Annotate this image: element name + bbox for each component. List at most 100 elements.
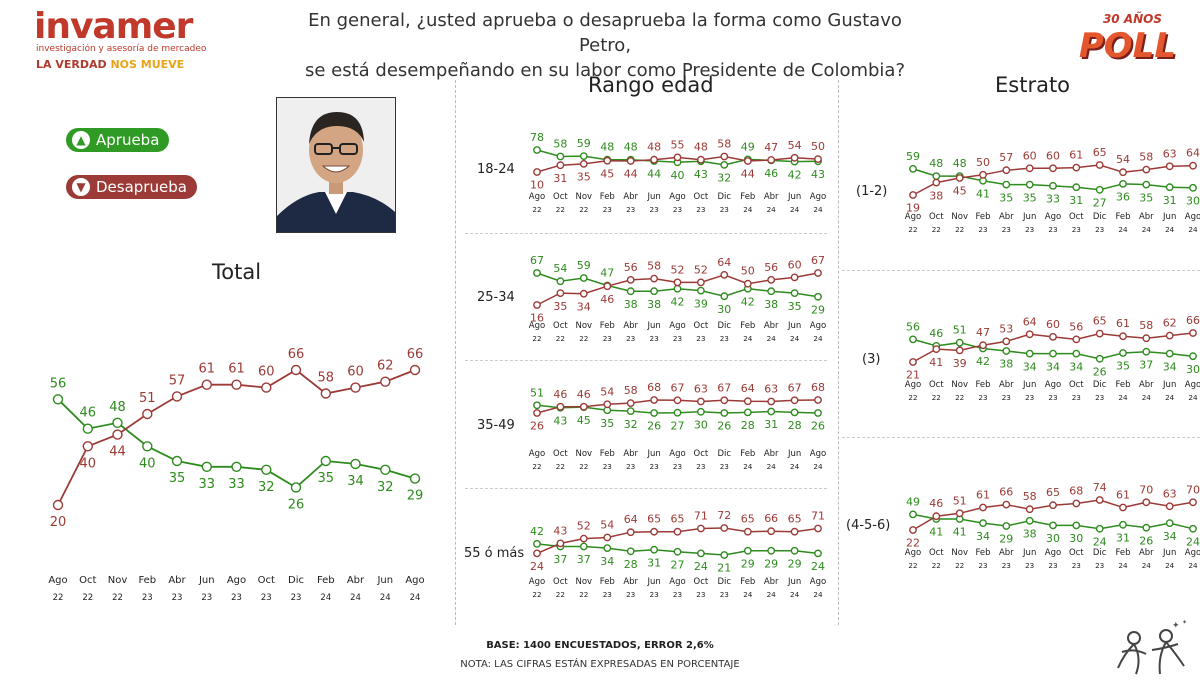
data-point-approve-0-6 <box>231 461 242 472</box>
data-label-disapprove-6-2: 39 <box>953 357 967 370</box>
tick-month-7-2: Nov <box>951 548 968 558</box>
data-point-disapprove-2-0 <box>533 301 541 309</box>
data-label-disapprove-4-1: 43 <box>553 524 567 537</box>
data-point-approve-3-10 <box>767 407 776 416</box>
data-label-approve-1-10: 46 <box>764 167 778 180</box>
data-label-approve-7-5: 38 <box>1023 528 1037 541</box>
data-point-approve-3-0 <box>533 401 541 410</box>
tick-month-7-1: Oct <box>929 548 944 558</box>
tick-month-6-2: Nov <box>951 380 968 390</box>
data-label-disapprove-7-4: 66 <box>999 486 1013 499</box>
footer-note: NOTA: LAS CIFRAS ESTÁN EXPRESADAS EN POR… <box>460 659 740 670</box>
data-label-approve-5-6: 33 <box>1046 193 1060 206</box>
tick-month-1-8: Dic <box>718 192 732 202</box>
tick-year-5-8: 23 <box>1095 225 1105 234</box>
tick-month-7-12: Ago <box>1185 548 1200 558</box>
data-label-disapprove-2-0: 16 <box>530 312 544 325</box>
data-point-approve-7-8 <box>1095 524 1104 533</box>
tick-month-6-5: Jun <box>1022 380 1036 390</box>
data-point-approve-4-11 <box>790 546 799 555</box>
data-label-approve-6-9: 35 <box>1116 360 1130 373</box>
data-point-approve-6-12 <box>1189 352 1197 361</box>
data-label-disapprove-0-3: 51 <box>139 391 156 406</box>
divider-right <box>838 80 839 625</box>
data-label-approve-2-10: 38 <box>764 298 778 311</box>
tick-year-5-11: 24 <box>1165 225 1175 234</box>
data-point-disapprove-0-9 <box>320 388 331 399</box>
data-label-disapprove-7-6: 65 <box>1046 486 1060 499</box>
tick-month-7-5: Jun <box>1022 548 1036 558</box>
tick-month-7-8: Dic <box>1093 548 1107 558</box>
data-point-approve-4-0 <box>533 540 541 548</box>
tick-month-0-0: Ago <box>48 575 67 586</box>
data-label-disapprove-7-2: 51 <box>953 494 967 507</box>
tick-year-3-5: 23 <box>650 462 660 471</box>
data-point-approve-1-0 <box>533 146 541 154</box>
poll-badge-word: POLL <box>1078 26 1176 66</box>
data-label-disapprove-1-10: 47 <box>764 141 778 154</box>
tick-month-1-1: Oct <box>553 192 568 202</box>
tick-month-4-11: Jun <box>787 577 801 587</box>
data-label-approve-3-1: 43 <box>553 414 567 427</box>
data-point-disapprove-1-9 <box>743 157 752 165</box>
tick-month-1-10: Abr <box>764 192 779 202</box>
data-point-disapprove-6-2 <box>955 346 964 355</box>
tick-year-0-8: 23 <box>291 593 302 603</box>
data-point-disapprove-6-1 <box>932 345 941 353</box>
tick-year-6-11: 24 <box>1165 393 1175 402</box>
tick-month-4-9: Feb <box>740 577 755 587</box>
data-label-approve-3-12: 26 <box>811 420 825 433</box>
data-point-approve-2-11 <box>790 289 799 297</box>
tick-year-5-0: 22 <box>908 225 917 234</box>
data-point-disapprove-6-10 <box>1142 334 1151 343</box>
tick-month-5-7: Oct <box>1069 212 1084 222</box>
data-label-approve-6-8: 26 <box>1093 366 1107 379</box>
tick-year-6-4: 23 <box>1002 393 1012 402</box>
data-label-approve-2-8: 30 <box>717 303 731 316</box>
tick-year-0-6: 23 <box>231 593 242 603</box>
data-label-disapprove-0-1: 40 <box>80 456 97 471</box>
data-point-disapprove-2-12 <box>814 269 822 277</box>
data-label-disapprove-4-11: 65 <box>788 513 802 526</box>
data-label-disapprove-5-6: 60 <box>1046 149 1060 162</box>
data-label-disapprove-3-12: 68 <box>811 381 825 394</box>
data-label-disapprove-6-5: 64 <box>1023 315 1037 328</box>
data-label-approve-5-0: 59 <box>906 150 920 163</box>
data-point-disapprove-2-10 <box>767 275 776 284</box>
data-point-approve-4-8 <box>720 551 729 559</box>
tick-year-7-1: 22 <box>932 561 941 570</box>
tick-year-2-7: 23 <box>696 334 706 343</box>
data-label-disapprove-0-0: 20 <box>50 515 67 530</box>
data-label-approve-0-9: 35 <box>318 471 335 486</box>
tick-year-2-2: 22 <box>579 334 588 343</box>
data-label-approve-6-6: 34 <box>1046 360 1060 373</box>
tick-year-3-12: 24 <box>813 462 823 471</box>
tick-month-1-12: Ago <box>810 192 826 202</box>
data-label-disapprove-4-3: 54 <box>600 519 614 532</box>
tick-month-0-3: Feb <box>138 575 156 586</box>
data-point-disapprove-6-0 <box>909 358 917 366</box>
row-label-18-24: 18-24 <box>477 162 515 177</box>
data-point-approve-5-10 <box>1142 180 1151 189</box>
tick-year-0-10: 24 <box>350 593 361 603</box>
tick-month-5-10: Abr <box>1139 212 1154 222</box>
tick-month-2-0: Ago <box>529 321 545 331</box>
tick-year-0-9: 24 <box>320 593 331 603</box>
tick-year-3-2: 22 <box>579 462 588 471</box>
data-point-disapprove-3-9 <box>743 397 752 406</box>
data-label-approve-2-0: 67 <box>530 254 544 267</box>
tick-year-7-12: 24 <box>1188 561 1198 570</box>
data-point-disapprove-3-8 <box>720 396 729 405</box>
data-label-disapprove-4-12: 71 <box>811 510 825 523</box>
data-label-approve-4-9: 29 <box>741 558 755 571</box>
dancers-icon: ✦ ✦ <box>1117 619 1187 675</box>
data-point-disapprove-7-0 <box>909 526 917 534</box>
tick-month-5-1: Oct <box>929 212 944 222</box>
data-label-disapprove-0-4: 57 <box>169 373 186 388</box>
tick-year-6-3: 23 <box>978 393 988 402</box>
data-point-disapprove-0-5 <box>201 379 213 390</box>
president-portrait <box>276 97 396 233</box>
data-label-approve-5-8: 27 <box>1093 197 1107 210</box>
data-point-disapprove-1-3 <box>603 156 612 165</box>
data-label-approve-0-10: 34 <box>347 474 364 489</box>
